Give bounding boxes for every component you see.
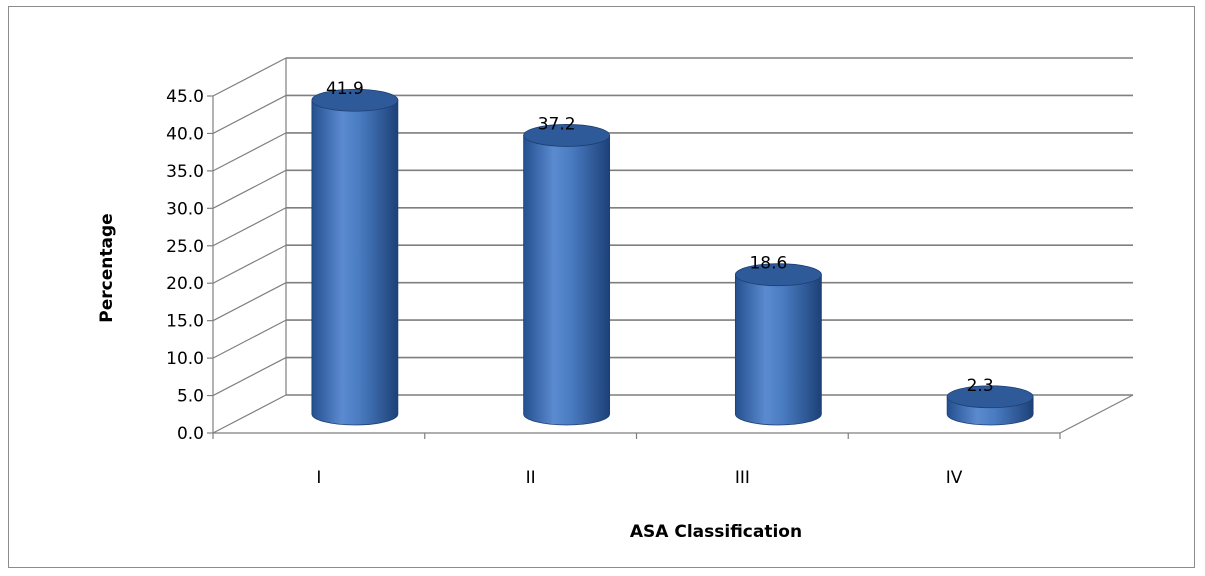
x-tick-labels: I II III IV	[316, 468, 962, 488]
data-label: 2.3	[967, 376, 994, 396]
bar	[734, 263, 822, 426]
bars	[311, 88, 1034, 426]
gridline	[212, 57, 1133, 97]
gridline	[212, 94, 1133, 134]
data-label: 18.6	[749, 254, 787, 274]
y-tick-label: 20.0	[166, 274, 204, 294]
gridline	[212, 132, 1133, 172]
y-axis-title: Percentage	[97, 213, 117, 322]
y-tick-label: 25.0	[166, 237, 204, 257]
bar	[311, 88, 399, 426]
x-tick-label: III	[735, 468, 750, 488]
y-tick-label: 10.0	[166, 349, 204, 369]
gridline	[212, 244, 1133, 284]
x-tick-label: IV	[946, 468, 963, 488]
gridline	[212, 356, 1133, 397]
bar	[946, 385, 1034, 426]
gridlines	[212, 57, 1133, 434]
x-tick-label: I	[316, 468, 321, 488]
data-label: 37.2	[538, 114, 576, 134]
y-tick-label: 45.0	[166, 87, 204, 107]
gridline	[212, 319, 1133, 359]
y-tick-label: 15.0	[166, 312, 204, 332]
x-axis-title: ASA Classification	[630, 522, 802, 542]
gridline	[212, 169, 1133, 209]
x-tick-label: II	[526, 468, 536, 488]
y-tick-label: 5.0	[177, 387, 204, 407]
data-label: 41.9	[326, 79, 364, 99]
y-tick-labels: 0.0 5.0 10.0 15.0 20.0 25.0 30.0 35.0 40.0 45.0	[166, 87, 204, 444]
y-tick-label: 40.0	[166, 124, 204, 144]
y-tick-label: 30.0	[166, 199, 204, 219]
floor-right-edge	[1059, 394, 1134, 434]
axes	[207, 95, 1134, 439]
gridline	[212, 206, 1133, 247]
y-tick-label: 35.0	[166, 162, 204, 182]
bar	[523, 124, 611, 426]
y-tick-label: 0.0	[177, 424, 204, 444]
gridline	[212, 281, 1133, 322]
data-labels: 41.9 37.2 18.6 2.3	[326, 79, 994, 396]
